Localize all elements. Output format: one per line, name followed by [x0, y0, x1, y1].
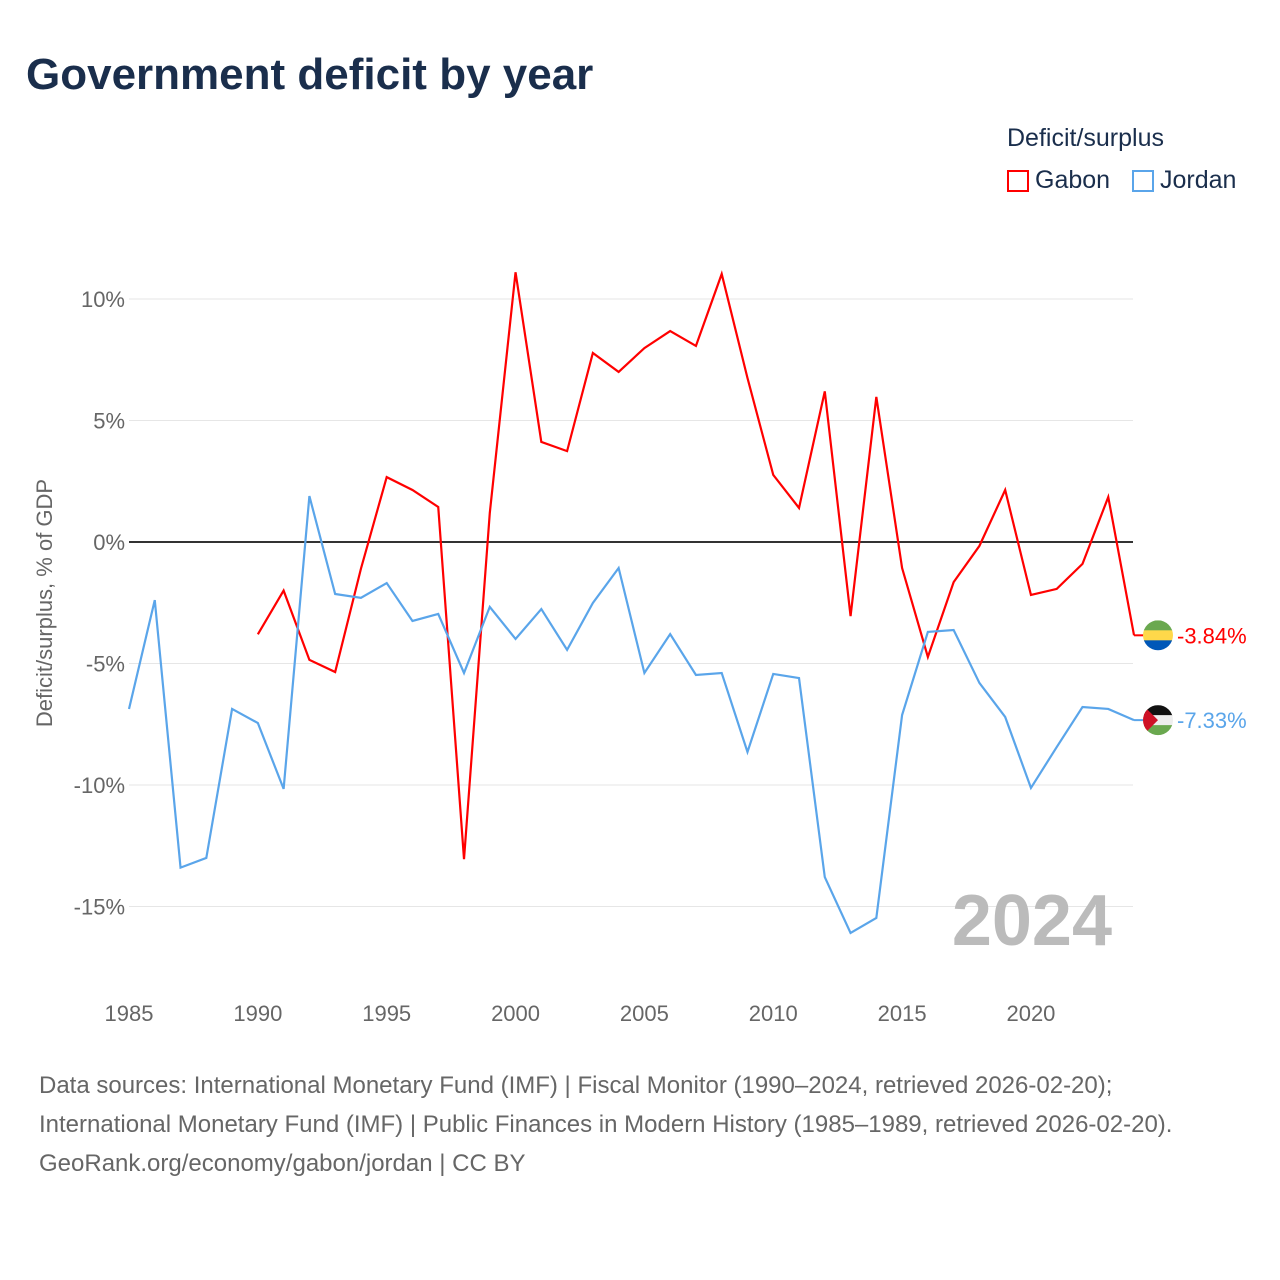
- x-tick-label: 1995: [362, 1001, 411, 1026]
- y-tick-label: -5%: [86, 652, 125, 677]
- legend-item-jordan[interactable]: Jordan: [1132, 166, 1236, 195]
- data-sources: Data sources: International Monetary Fun…: [39, 1072, 1173, 1138]
- x-tick-label: 2020: [1006, 1001, 1055, 1026]
- year-label: 2024: [952, 881, 1112, 961]
- y-axis-label: Deficit/surplus, % of GDP: [32, 479, 57, 727]
- legend-label: Gabon: [1035, 166, 1111, 194]
- y-tick-label: -15%: [74, 895, 125, 920]
- y-tick-label: 10%: [81, 287, 125, 312]
- y-tick-label: 5%: [93, 409, 125, 434]
- source-link[interactable]: GeoRank.org/economy/gabon/jordan | CC BY: [39, 1150, 526, 1177]
- legend-item-gabon[interactable]: Gabon: [1007, 166, 1110, 195]
- footer: Data sources: International Monetary Fun…: [39, 1066, 1239, 1183]
- legend-label: Jordan: [1160, 166, 1237, 194]
- legend-swatch: [1132, 169, 1154, 192]
- y-tick-label: 0%: [93, 530, 125, 555]
- gabon-flag-icon: [1143, 620, 1173, 651]
- jordan-flag-icon: [1143, 705, 1173, 736]
- series-line-jordan: [127, 495, 1135, 935]
- x-tick-label: 2000: [491, 1001, 540, 1026]
- end-value-label-gabon: -3.84%: [1177, 623, 1247, 648]
- x-tick-label: 2005: [620, 1001, 669, 1026]
- chart-svg: 10% 5% 0% -5% -10% -15% 1985 1990 1995 2000 2005 20…: [32, 270, 1247, 1026]
- y-tick-label: -10%: [74, 773, 125, 798]
- x-tick-label: 2015: [878, 1001, 927, 1026]
- x-tick-label: 1985: [105, 1001, 154, 1026]
- legend-title: Deficit/surplus: [1007, 124, 1164, 152]
- x-tick-label: 1990: [233, 1001, 282, 1026]
- series-line-gabon: [256, 270, 1136, 860]
- end-value-label-jordan: -7.33%: [1177, 708, 1247, 733]
- legend-swatch: [1007, 169, 1029, 192]
- page-title: Government deficit by year: [26, 50, 594, 99]
- x-tick-label: 2010: [749, 1001, 798, 1026]
